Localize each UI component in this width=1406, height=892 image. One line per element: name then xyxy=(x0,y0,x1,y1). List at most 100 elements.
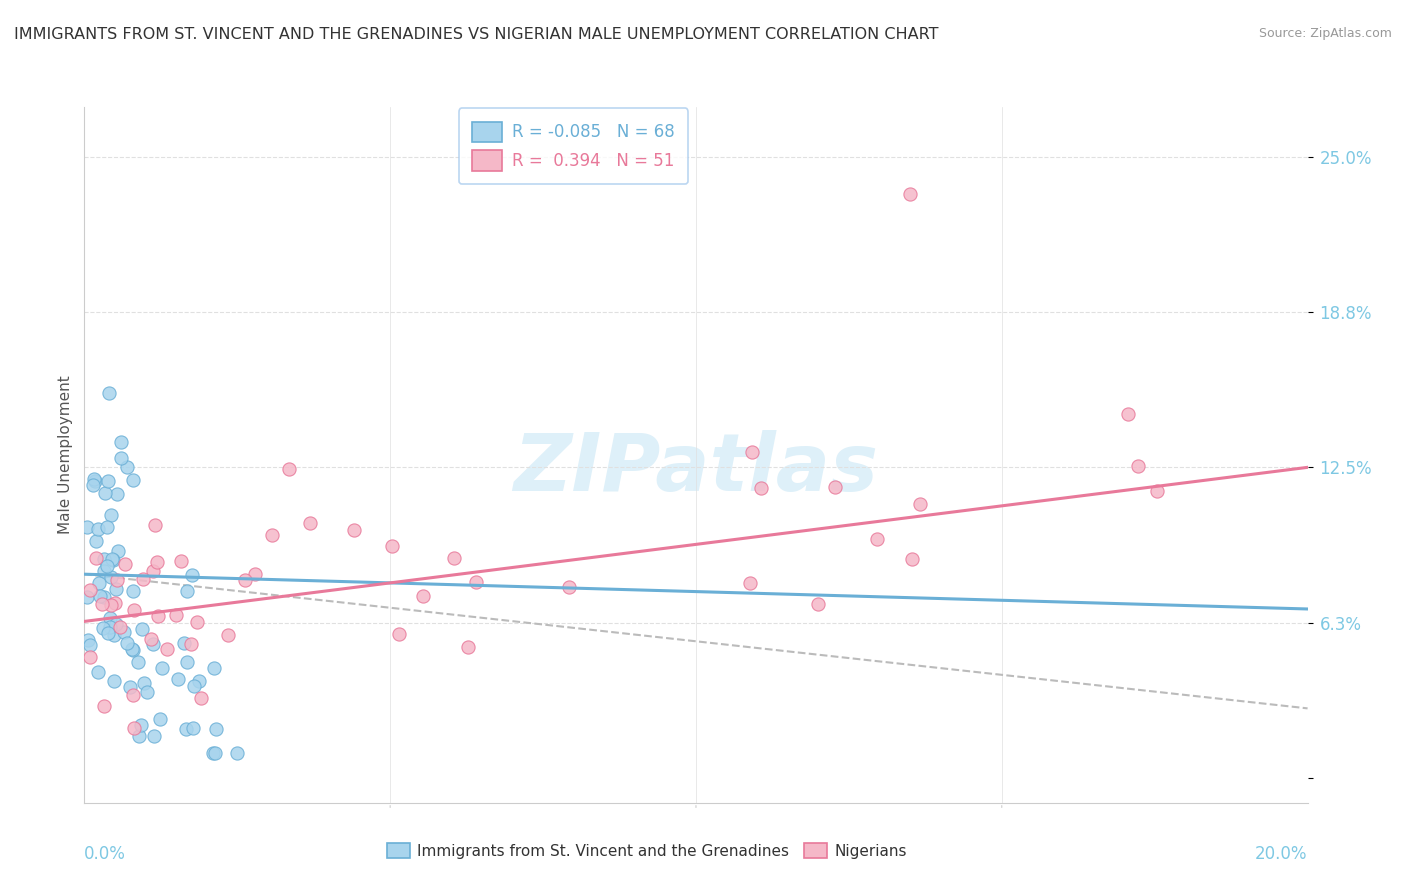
Point xyxy=(110,435,132,450)
Point xyxy=(79,639,101,653)
Point xyxy=(101,551,124,566)
Point xyxy=(190,690,212,705)
Point xyxy=(115,460,138,475)
Point xyxy=(143,729,166,743)
Point xyxy=(558,580,581,594)
Point xyxy=(181,721,204,735)
Point xyxy=(188,674,211,689)
Point xyxy=(243,567,266,582)
Point xyxy=(79,650,101,665)
Point xyxy=(183,679,205,693)
Point xyxy=(824,480,846,494)
Point xyxy=(898,187,921,202)
Point xyxy=(83,472,105,486)
Point xyxy=(104,597,127,611)
Point xyxy=(127,655,149,669)
Point xyxy=(93,699,115,714)
Text: ZIPatlas: ZIPatlas xyxy=(513,430,879,508)
Point xyxy=(277,462,299,476)
Text: 0.0%: 0.0% xyxy=(84,845,127,863)
Point xyxy=(87,523,110,537)
Point xyxy=(174,722,197,736)
Point xyxy=(96,520,118,534)
Point xyxy=(128,730,150,744)
Point xyxy=(117,636,139,650)
Point xyxy=(100,570,122,584)
Point xyxy=(79,583,101,598)
Point xyxy=(97,626,120,640)
Point xyxy=(1146,483,1168,498)
Point xyxy=(866,533,889,547)
Point xyxy=(173,636,195,650)
Point xyxy=(233,574,256,588)
Point xyxy=(443,550,465,565)
Point xyxy=(132,676,155,690)
Point xyxy=(103,553,125,567)
Point xyxy=(146,555,169,569)
Point xyxy=(100,508,122,522)
Point xyxy=(381,539,404,553)
Point xyxy=(204,746,226,760)
Point xyxy=(1116,407,1139,421)
Point xyxy=(412,590,434,604)
Y-axis label: Male Unemployment: Male Unemployment xyxy=(58,376,73,534)
Point xyxy=(93,564,115,578)
Point xyxy=(740,576,762,591)
Point xyxy=(180,567,202,582)
Point xyxy=(176,655,198,669)
Point xyxy=(464,574,486,589)
Point xyxy=(129,717,152,731)
Point xyxy=(131,572,153,586)
Point xyxy=(100,598,122,612)
Point xyxy=(105,616,128,631)
Point xyxy=(97,475,120,489)
Point xyxy=(105,582,128,597)
Point xyxy=(170,554,193,568)
Point xyxy=(806,597,828,611)
Point xyxy=(121,688,143,702)
Point xyxy=(76,591,98,605)
Point xyxy=(122,583,145,598)
Point xyxy=(149,712,172,726)
Point xyxy=(110,451,132,466)
Point xyxy=(167,673,190,687)
Point xyxy=(299,516,322,530)
Point xyxy=(107,543,129,558)
Point xyxy=(107,486,129,500)
Point xyxy=(87,665,110,680)
Point xyxy=(180,638,202,652)
Point xyxy=(342,523,364,537)
Point xyxy=(122,603,145,617)
Point xyxy=(84,534,107,549)
Point xyxy=(76,519,98,533)
Point xyxy=(262,527,284,541)
Text: IMMIGRANTS FROM ST. VINCENT AND THE GRENADINES VS NIGERIAN MALE UNEMPLOYMENT COR: IMMIGRANTS FROM ST. VINCENT AND THE GREN… xyxy=(14,27,939,42)
Point xyxy=(205,722,228,736)
Point xyxy=(150,661,173,675)
Point xyxy=(112,625,135,640)
Text: 20.0%: 20.0% xyxy=(1256,845,1308,863)
Point xyxy=(121,641,143,656)
Point xyxy=(103,628,125,642)
Point xyxy=(93,591,115,605)
Point xyxy=(143,517,166,532)
Point xyxy=(83,475,105,489)
Point xyxy=(165,608,187,623)
Point xyxy=(202,660,225,674)
Point xyxy=(98,620,121,634)
Legend: Immigrants from St. Vincent and the Grenadines, Nigerians: Immigrants from St. Vincent and the Gren… xyxy=(381,837,914,864)
Point xyxy=(226,746,249,760)
Point xyxy=(94,486,117,500)
Point xyxy=(103,673,125,688)
Point xyxy=(108,620,131,634)
Point xyxy=(136,685,159,699)
Point xyxy=(122,643,145,657)
Point xyxy=(749,481,772,495)
Point xyxy=(84,550,107,565)
Point xyxy=(146,608,169,623)
Point xyxy=(97,385,120,400)
Point xyxy=(901,552,924,566)
Point xyxy=(82,477,104,491)
Point xyxy=(91,621,114,635)
Point xyxy=(1126,458,1149,473)
